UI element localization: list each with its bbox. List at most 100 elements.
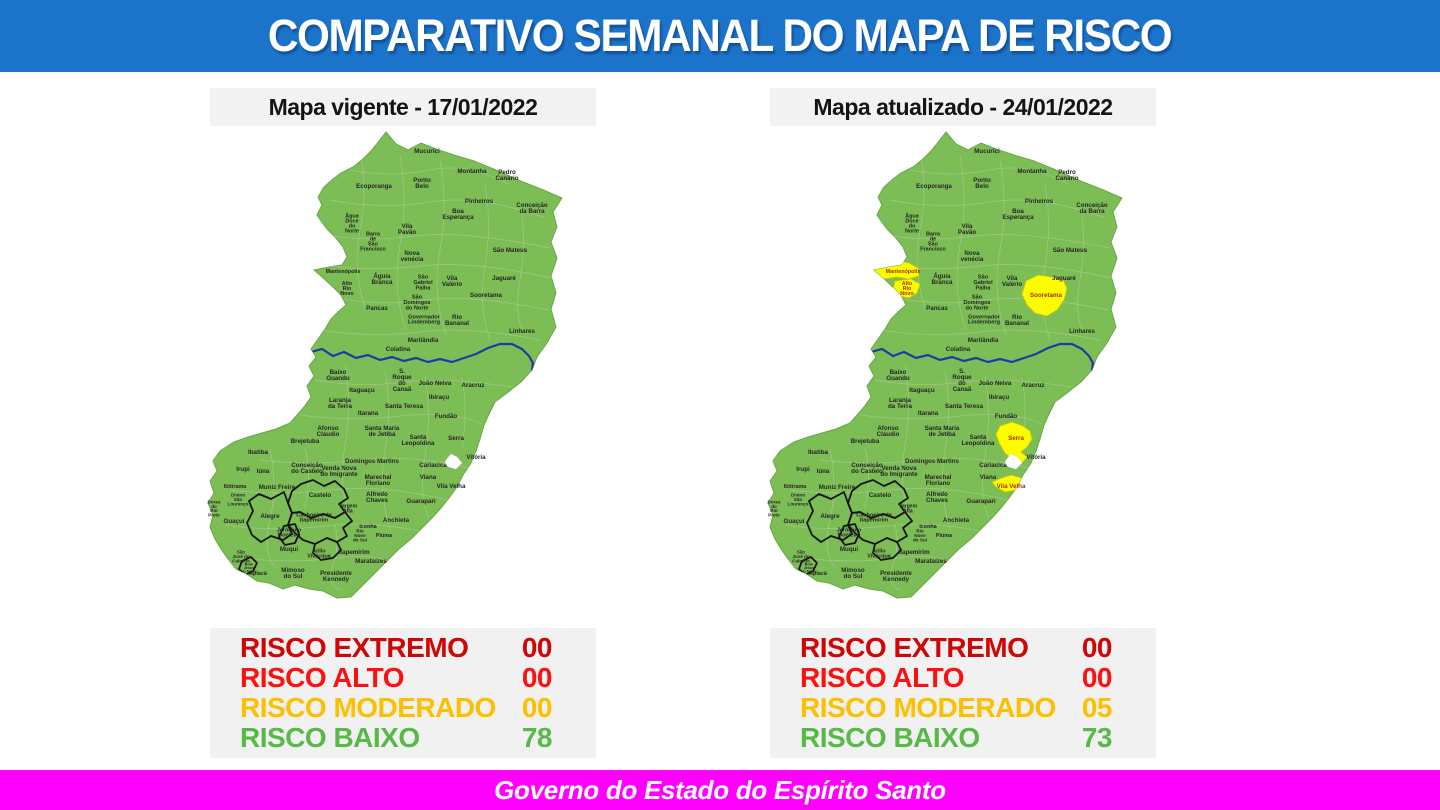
municipality-label: Muniz Freire <box>259 484 296 491</box>
municipality-label: Pancas <box>366 305 388 312</box>
municipality-label: Ibatiba <box>248 449 268 456</box>
municipality-label: Vila Velha <box>997 483 1026 490</box>
municipality-label: Boa Esperança <box>442 208 474 221</box>
municipality-label: Marataízes <box>915 558 947 565</box>
municipality-label: Pinheiros <box>1025 198 1054 205</box>
footer-bar: Governo do Estado do Espírito Santo <box>0 770 1440 810</box>
municipality-label: Santa Leopoldina <box>962 434 996 447</box>
municipality-label: Conceição do Castelo <box>851 462 883 475</box>
municipal-border <box>1077 199 1087 336</box>
municipality-label: Muqui <box>840 546 858 553</box>
municipality-label: Rio Bananal <box>1005 314 1029 327</box>
map-header-vigente: Mapa vigente - 17/01/2022 <box>210 88 596 126</box>
legend-row-extreme: RISCO EXTREMO 00 <box>770 632 1156 663</box>
municipality-label: Linhares <box>1069 328 1095 335</box>
municipality-label: Itapemirim <box>338 549 370 556</box>
risk-map-vigente: Mucurici Montanha Pedro Canário Ecoporanga Po… <box>200 130 600 620</box>
municipality-label: Apiacá <box>249 571 268 577</box>
municipality-label: Santa Maria de Jetibá <box>925 425 960 438</box>
municipality-label: Barra de São Francisco <box>360 231 386 252</box>
legend-value: 00 <box>521 692 553 723</box>
municipality-label: Vitória <box>1026 454 1046 461</box>
municipal-border <box>422 374 431 523</box>
municipality-label: Vargem Alta <box>339 504 358 515</box>
municipality-label: Alegre <box>820 513 840 520</box>
municipality-label: Brejetuba <box>291 438 320 445</box>
municipal-border <box>879 329 1101 341</box>
municipality-label: Viana <box>420 474 437 481</box>
legend-label: RISCO EXTREMO <box>800 632 1029 663</box>
municipality-label: Água Doce do Norte <box>905 212 920 234</box>
municipality-label: Marilândia <box>408 337 439 344</box>
municipality-label: Santa Maria de Jetibá <box>365 425 400 438</box>
municipal-border <box>342 364 351 521</box>
municipality-label: Baixo Guandu <box>886 369 910 382</box>
municipality-label: Vitória <box>466 454 486 461</box>
municipality-label: Domingos Martins <box>905 458 960 465</box>
municipality-label: Mucurici <box>414 148 440 155</box>
legend-row-baixo: RISCO BAIXO 73 <box>770 722 1156 753</box>
municipality-label: Vila Valério <box>442 275 463 288</box>
municipal-border <box>334 297 549 311</box>
municipality-label: Dores do Rio Preto <box>207 499 220 517</box>
map-svg: Mucurici Montanha Pedro Canário Ecoporanga Po… <box>207 131 563 599</box>
municipality-label: São Domingos do Norte <box>963 295 990 312</box>
highlighted-region-border <box>798 556 818 576</box>
municipal-border <box>436 159 447 336</box>
municipality-label: Vargem Alta <box>899 504 918 515</box>
map-header-atualizado: Mapa atualizado - 24/01/2022 <box>770 88 1156 126</box>
municipality-label: Anchieta <box>383 517 410 524</box>
municipality-label: Castelo <box>869 492 892 499</box>
legend-label: RISCO BAIXO <box>800 722 980 753</box>
vitoria-bay <box>443 453 463 470</box>
municipality-label: Sooretama <box>470 292 503 299</box>
municipality-label: Pedro Canário <box>1055 169 1078 182</box>
municipality-label: Castelo <box>309 492 332 499</box>
municipal-border <box>461 377 466 449</box>
municipality-label: Guaçuí <box>224 518 245 525</box>
municipal-border <box>304 447 309 509</box>
municipality-label: Laranja da Terra <box>328 397 353 410</box>
municipality-label: Conceição da Barra <box>1076 202 1108 215</box>
municipality-label: Piúma <box>376 533 393 539</box>
municipality-label: Ecoporanga <box>356 183 392 190</box>
legend-vigente: RISCO EXTREMO 00 RISCO ALTO 00 RISCO MOD… <box>210 628 596 758</box>
municipality-label: Ecoporanga <box>916 183 952 190</box>
municipality-label: Atílio Vivácqua <box>867 548 892 559</box>
municipality-label: Aracruz <box>1021 382 1044 389</box>
municipal-border <box>819 457 1029 469</box>
municipality-label: Ponto Belo <box>413 177 431 190</box>
municipal-border <box>864 447 869 509</box>
municipal-border <box>330 524 341 591</box>
rio-doce-river <box>869 342 1095 372</box>
municipality-label: Vila Valério <box>1002 275 1023 288</box>
municipality-label: Mucurici <box>974 148 1000 155</box>
municipality-label: Governador Lindemberg <box>408 314 441 325</box>
municipality-label: Mantenópolis <box>886 269 921 275</box>
municipal-border <box>517 199 527 336</box>
municipality-label: Marataízes <box>355 558 387 565</box>
municipality-label: Cachoeiro de Itapemirim <box>296 512 331 523</box>
municipality-label: Itarana <box>918 410 939 417</box>
municipality-label: Itaguaçu <box>909 387 935 394</box>
legend-value: 00 <box>1081 662 1113 693</box>
municipality-label: Viana <box>980 474 997 481</box>
municipality-label: Fundão <box>995 413 1018 420</box>
legend-value: 00 <box>1081 632 1113 663</box>
municipal-border <box>956 154 967 331</box>
legend-value: 73 <box>1081 722 1113 753</box>
map-details <box>224 149 553 591</box>
municipality-label: São Gabriel Palha <box>413 275 433 292</box>
municipality-label: Cachoeiro de Itapemirim <box>856 512 891 523</box>
municipality-label: Barra de São Francisco <box>920 231 946 252</box>
legend-value: 00 <box>521 632 553 663</box>
municipal-border <box>349 167 511 186</box>
municipality-label: João Neiva <box>419 380 452 387</box>
municipality-label: Rio Novo do Sul <box>913 529 927 543</box>
municipality-label: Muqui <box>280 546 298 553</box>
municipality-label: Iconha <box>359 524 377 530</box>
highlighted-region-border <box>238 556 258 576</box>
municipality-label: Cariacica <box>979 462 1007 469</box>
moderate-risk-area <box>995 421 1033 464</box>
municipality-label: Cariacica <box>419 462 447 469</box>
